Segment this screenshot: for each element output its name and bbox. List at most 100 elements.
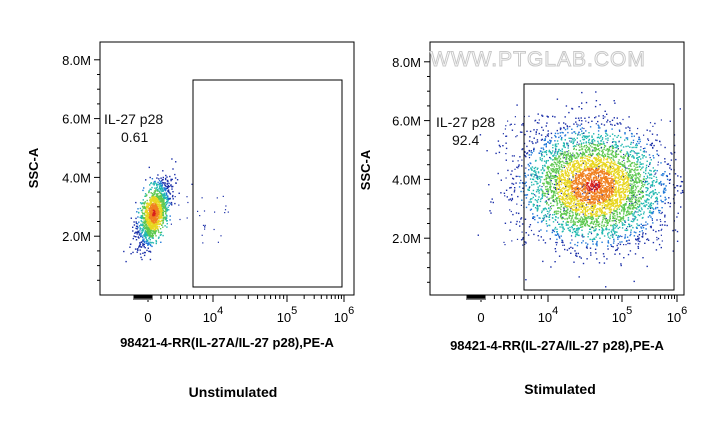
y-tick-label: 6.0M <box>62 112 91 127</box>
event-dot <box>557 217 559 219</box>
event-dot <box>641 203 643 205</box>
event-dot <box>596 240 598 243</box>
event-dot <box>630 175 633 178</box>
event-dot <box>585 176 587 178</box>
event-dot <box>164 205 167 207</box>
event-dot <box>157 174 159 176</box>
event-dot <box>688 181 689 182</box>
event-dot <box>655 192 657 194</box>
event-dot <box>586 189 589 191</box>
event-dot <box>631 200 633 202</box>
event-dot <box>622 189 625 191</box>
event-dot <box>622 187 625 189</box>
event-dot <box>157 184 159 186</box>
event-dot <box>164 218 166 221</box>
event-dot <box>144 210 147 212</box>
event-dot <box>138 212 140 214</box>
event-dot <box>505 147 508 150</box>
event-dot <box>157 199 159 201</box>
event-dot <box>571 225 573 228</box>
event-dot <box>520 217 523 219</box>
event-dot <box>540 139 543 141</box>
event-dot <box>159 215 161 217</box>
event-dot <box>577 144 580 147</box>
event-dot <box>629 189 631 191</box>
event-dot <box>540 134 543 136</box>
event-dot <box>155 224 157 226</box>
event-dot <box>153 184 155 186</box>
event-dot <box>577 200 579 202</box>
event-dot <box>596 258 598 260</box>
event-dot <box>145 209 147 212</box>
event-dot <box>635 226 638 228</box>
event-dot <box>559 179 562 181</box>
event-dot <box>635 216 637 219</box>
event-dot <box>224 212 226 214</box>
event-dot <box>616 218 618 220</box>
event-dot <box>661 224 664 226</box>
event-dot <box>572 152 574 154</box>
event-dot <box>149 200 152 203</box>
event-dot <box>652 222 654 224</box>
event-dot <box>592 143 595 145</box>
event-dot <box>583 188 585 190</box>
event-dot <box>150 224 153 226</box>
event-dot <box>618 186 620 188</box>
event-dot <box>640 227 643 229</box>
event-dot <box>158 206 160 209</box>
event-dot <box>568 229 570 231</box>
event-dot <box>610 188 612 191</box>
event-dot <box>155 239 157 242</box>
event-dot <box>606 170 608 172</box>
event-dot <box>635 202 637 204</box>
event-dot <box>605 132 607 134</box>
event-dot <box>606 157 609 159</box>
event-dot <box>156 227 158 229</box>
event-dot <box>640 179 642 182</box>
event-dot <box>612 147 615 149</box>
event-dot <box>618 192 621 194</box>
event-dot <box>157 223 159 225</box>
event-dot <box>152 205 154 208</box>
event-dot <box>577 187 580 190</box>
event-dot <box>513 191 516 193</box>
event-dot <box>578 202 581 205</box>
event-dot <box>595 172 597 175</box>
event-dot <box>574 186 576 189</box>
event-dot <box>153 217 155 220</box>
event-dot <box>574 139 576 141</box>
event-dot <box>149 226 151 229</box>
event-dot <box>154 197 157 200</box>
event-dot <box>547 133 550 135</box>
event-dot <box>628 183 630 186</box>
event-dot <box>614 191 617 193</box>
event-dot <box>165 188 167 191</box>
event-dot <box>614 253 616 255</box>
event-dot <box>616 165 619 167</box>
event-dot <box>136 211 138 213</box>
event-dot <box>566 162 568 165</box>
event-dot <box>147 228 149 230</box>
event-dot <box>154 229 156 232</box>
event-dot <box>662 201 664 203</box>
event-dot <box>167 197 169 200</box>
event-dot <box>618 208 621 210</box>
event-dot <box>612 202 614 204</box>
event-dot <box>598 192 601 194</box>
event-dot <box>613 163 615 165</box>
event-dot <box>160 219 163 222</box>
event-dot <box>576 168 578 170</box>
event-dot <box>139 244 141 246</box>
event-dot <box>150 216 152 218</box>
event-dot <box>634 198 637 201</box>
event-dot <box>148 237 150 240</box>
event-dot <box>581 233 584 236</box>
event-dot <box>165 217 168 219</box>
event-dot <box>585 137 588 139</box>
event-dot <box>592 187 595 189</box>
event-dot <box>610 157 613 159</box>
event-dot <box>540 169 542 171</box>
event-dot <box>170 179 172 182</box>
event-dot <box>580 200 582 202</box>
event-dot <box>158 220 161 222</box>
